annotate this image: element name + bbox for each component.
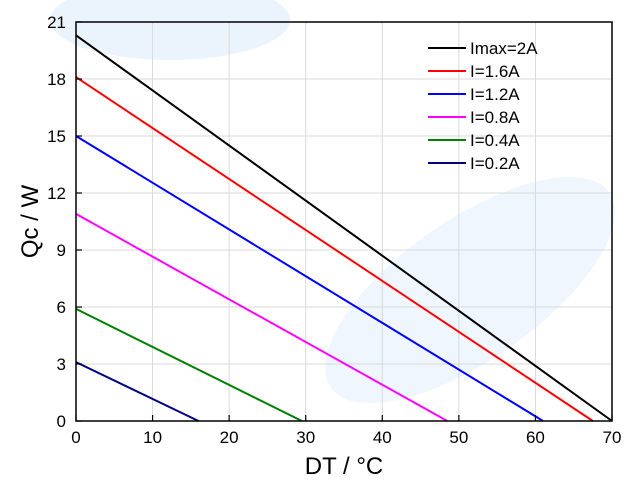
series-line-2	[75, 76, 594, 422]
series-line-5	[75, 308, 303, 422]
y-tick-label: 9	[57, 241, 66, 260]
legend-label: I=0.8A	[470, 108, 520, 127]
axis-ticks: 0 10 20 30 40 50 60 70 0 3 6 9 12 15 18 21	[47, 13, 621, 447]
x-tick-label: 30	[296, 428, 315, 447]
legend-label: I=0.2A	[470, 154, 520, 173]
legend: Imax=2A I=1.6A I=1.2A I=0.8A I=0.4A I=0.2A	[428, 39, 538, 173]
plot-frame	[75, 21, 613, 422]
y-tick-label: 12	[47, 184, 66, 203]
x-tick-label: 0	[71, 428, 80, 447]
y-tick-label: 0	[57, 412, 66, 431]
x-tick-label: 70	[603, 428, 622, 447]
series-line-1	[75, 34, 613, 422]
legend-label: I=1.2A	[470, 85, 520, 104]
series-line-4	[75, 213, 448, 422]
series-line-6	[75, 361, 199, 422]
legend-label: I=0.4A	[470, 131, 520, 150]
x-tick-label: 60	[526, 428, 545, 447]
legend-label: Imax=2A	[470, 39, 538, 58]
y-tick-label: 6	[57, 298, 66, 317]
y-axis-title: Qc / W	[17, 184, 44, 258]
x-tick-label: 40	[373, 428, 392, 447]
y-tick-label: 15	[47, 127, 66, 146]
watermark	[50, 0, 615, 404]
x-tick-label: 10	[143, 428, 162, 447]
y-tick-label: 18	[47, 70, 66, 89]
x-axis-title: DT / °C	[305, 453, 384, 480]
y-tick-label: 3	[57, 355, 66, 374]
legend-label: I=1.6A	[470, 62, 520, 81]
grid	[75, 21, 613, 422]
series-lines	[75, 34, 613, 422]
series-line-3	[75, 135, 544, 422]
y-tick-label: 21	[47, 13, 66, 32]
x-tick-label: 20	[220, 428, 239, 447]
x-tick-label: 50	[449, 428, 468, 447]
